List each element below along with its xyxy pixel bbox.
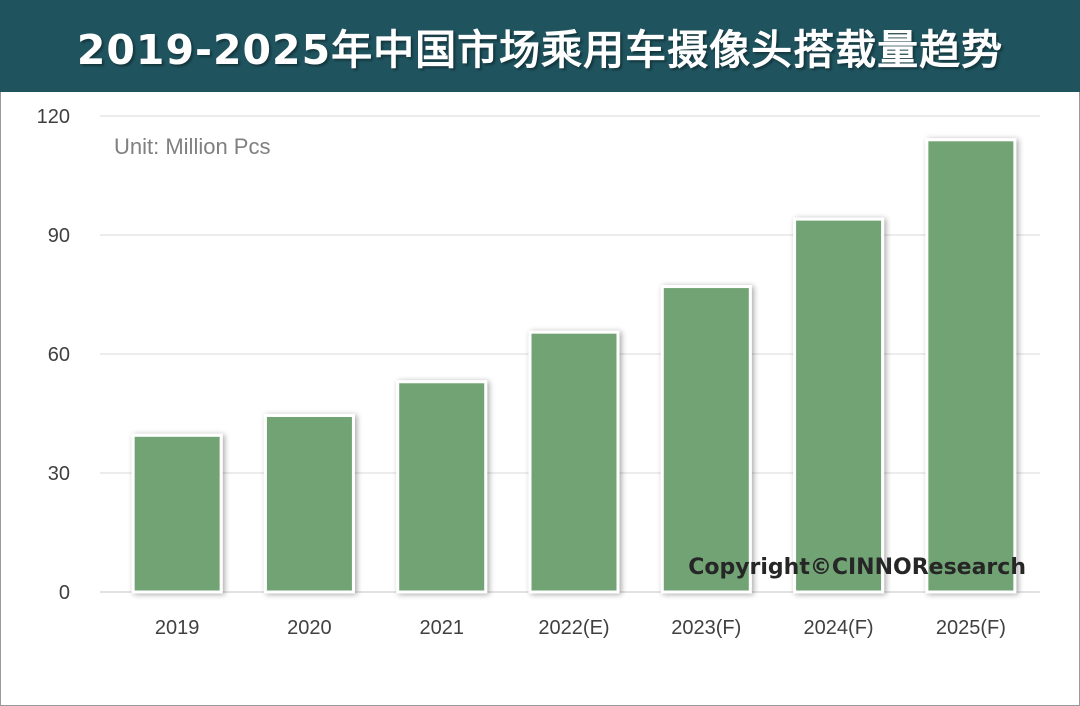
x-tick-label: 2023(F): [671, 617, 741, 639]
x-tick-label: 2019: [155, 617, 200, 639]
title-bar: 2019-2025年中国市场乘用车摄像头搭载量趋势: [0, 0, 1080, 92]
bar-2022(E): [528, 330, 620, 594]
bar-2020: [263, 413, 355, 594]
y-tick-label: 0: [59, 582, 70, 604]
y-tick-label: 90: [48, 225, 70, 247]
x-axis-ticks: 2019 2020 2021 2022(E) 2023(F) 2024(F) 2025(F): [155, 617, 1006, 639]
y-axis-ticks: 0 30 60 90 120: [37, 106, 70, 604]
x-tick-label: 2024(F): [804, 617, 874, 639]
x-tick-label: 2022(E): [538, 617, 609, 639]
bars: [131, 138, 1017, 594]
y-tick-label: 120: [37, 106, 70, 128]
bar-2024(F): [793, 217, 885, 594]
y-tick-label: 30: [48, 463, 70, 485]
bar-2019: [131, 433, 223, 594]
x-tick-label: 2021: [419, 617, 464, 639]
chart-title: 2019-2025年中国市场乘用车摄像头搭载量趋势: [76, 26, 1004, 74]
x-tick-label: 2020: [287, 617, 332, 639]
bar-2023(F): [660, 285, 752, 594]
copyright-label: Copyright©CINNOResearch: [688, 555, 1026, 580]
unit-label: Unit: Million Pcs: [114, 134, 270, 159]
y-tick-label: 60: [48, 344, 70, 366]
x-tick-label: 2025(F): [936, 617, 1006, 639]
bar-2021: [396, 380, 488, 594]
bar-2025(F): [925, 138, 1017, 594]
